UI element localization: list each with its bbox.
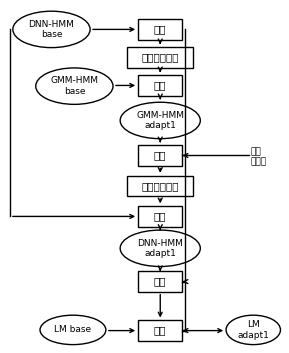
Bar <box>138 19 182 40</box>
Ellipse shape <box>120 230 200 267</box>
Text: 認識: 認識 <box>154 24 166 34</box>
Text: 認識: 認識 <box>154 276 166 287</box>
Text: 適応: 適応 <box>154 211 166 221</box>
Bar <box>138 271 182 292</box>
Ellipse shape <box>120 102 200 139</box>
Ellipse shape <box>40 315 106 345</box>
Text: 適応: 適応 <box>154 325 166 336</box>
Text: 評価
データ: 評価 データ <box>250 147 266 166</box>
Text: GMM-HMM
base: GMM-HMM base <box>50 77 98 96</box>
Ellipse shape <box>226 315 280 345</box>
Bar <box>138 145 182 166</box>
Bar <box>138 75 182 96</box>
Text: DNN-HMM
adapt1: DNN-HMM adapt1 <box>137 239 183 258</box>
Bar <box>127 47 193 67</box>
Text: 状態系列変換: 状態系列変換 <box>142 181 179 191</box>
Bar <box>127 176 193 196</box>
Text: LM base: LM base <box>54 325 92 334</box>
Bar <box>138 321 182 341</box>
Ellipse shape <box>36 68 113 104</box>
Text: 適応: 適応 <box>154 80 166 90</box>
Text: LM
adapt1: LM adapt1 <box>237 320 269 340</box>
Ellipse shape <box>13 11 90 48</box>
Bar <box>138 206 182 227</box>
Text: 認識: 認識 <box>154 150 166 161</box>
Text: 音素系列変換: 音素系列変換 <box>142 53 179 62</box>
Text: GMM-HMM
adapt1: GMM-HMM adapt1 <box>136 111 184 130</box>
Text: DNN-HMM
base: DNN-HMM base <box>29 20 74 39</box>
